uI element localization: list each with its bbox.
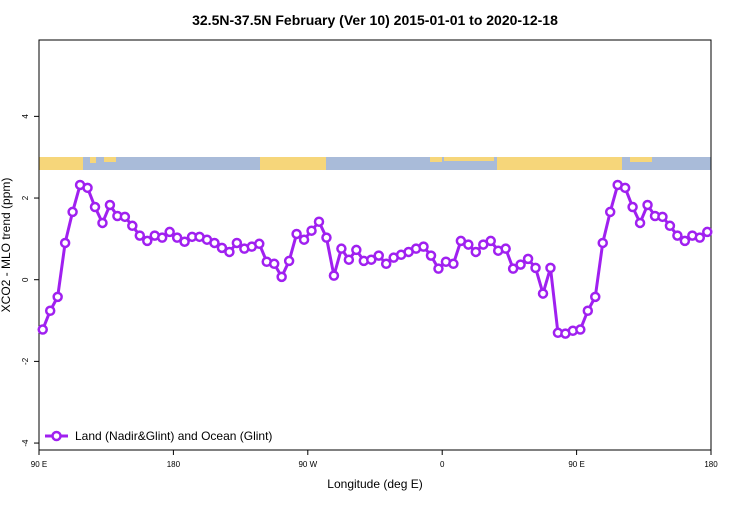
data-point	[679, 235, 691, 247]
data-point	[500, 243, 511, 254]
x-tick-label: 0	[440, 460, 445, 469]
x-tick-label: 90 E	[568, 460, 584, 469]
data-point	[545, 262, 556, 274]
data-point	[89, 201, 101, 213]
data-point	[209, 237, 220, 249]
data-point	[530, 262, 541, 274]
data-point	[171, 232, 183, 243]
data-point	[575, 324, 586, 335]
data-point	[283, 255, 295, 267]
data-point	[37, 324, 48, 335]
land	[497, 157, 622, 170]
plot-frame	[38, 39, 712, 451]
data-point	[507, 263, 519, 274]
x-tick-label: 90 E	[31, 460, 47, 469]
land	[90, 157, 96, 163]
data-point	[119, 211, 131, 223]
y-tick-label: -4	[21, 439, 30, 447]
map-strip	[39, 157, 711, 170]
data-point	[634, 217, 646, 229]
data-point	[104, 199, 116, 211]
data-point	[597, 237, 608, 249]
data-point	[321, 232, 332, 243]
y-axis-label: XCO2 - MLO trend (ppm)	[0, 178, 13, 313]
data-point	[448, 258, 459, 270]
data-point	[470, 246, 482, 258]
x-tick-label: 90 W	[298, 460, 317, 469]
data-point	[179, 236, 190, 247]
data-point	[298, 234, 310, 245]
data-point	[582, 305, 594, 316]
y-tick-label: 0	[21, 277, 30, 282]
data-point	[425, 250, 437, 261]
data-point	[254, 238, 265, 250]
x-tick-label: 180	[704, 460, 718, 469]
data-point	[164, 226, 175, 238]
y-tick-label: -2	[21, 357, 30, 365]
data-point	[515, 259, 526, 270]
data-point	[373, 250, 384, 261]
data-point	[463, 239, 474, 250]
data-point	[82, 182, 93, 194]
land	[260, 157, 326, 170]
data-point	[664, 220, 676, 232]
land	[104, 157, 116, 162]
x-tick-label: 180	[167, 460, 181, 469]
data-point	[216, 242, 228, 254]
y-tick-label: 2	[21, 195, 30, 200]
data-point	[67, 206, 78, 218]
land	[430, 157, 442, 162]
land	[444, 157, 494, 161]
data-point	[537, 288, 549, 299]
legend-marker	[51, 430, 62, 442]
legend-label: Land (Nadir&Glint) and Ocean (Glint)	[75, 429, 272, 443]
data-point	[313, 216, 325, 227]
data-point	[380, 258, 392, 270]
data-point	[142, 235, 153, 247]
data-point	[268, 258, 280, 270]
land	[39, 157, 83, 170]
data-point	[522, 253, 534, 265]
data-point	[306, 225, 317, 236]
data-point	[702, 226, 713, 238]
data-point	[336, 243, 347, 254]
data-point	[44, 305, 56, 316]
land	[630, 157, 652, 162]
data-point	[433, 263, 444, 274]
data-point	[672, 230, 683, 241]
data-point	[590, 291, 601, 303]
data-point	[485, 235, 496, 247]
data-point	[134, 230, 146, 241]
data-point	[156, 232, 168, 243]
x-axis-label: Longitude (deg E)	[327, 477, 422, 491]
chart-title: 32.5N-37.5N February (Ver 10) 2015-01-01…	[192, 12, 558, 28]
data-point	[657, 211, 668, 223]
data-point	[627, 201, 638, 213]
data-point	[343, 254, 355, 265]
data-point	[418, 241, 429, 252]
data-point	[642, 199, 653, 211]
data-point	[231, 237, 243, 249]
data-point	[224, 246, 235, 258]
data-point	[366, 254, 377, 265]
data-point	[52, 291, 63, 303]
data-point	[291, 228, 302, 240]
data-point	[351, 244, 362, 256]
y-tick-label: 4	[21, 114, 30, 119]
data-point	[127, 220, 138, 232]
data-point	[97, 217, 108, 229]
data-point	[604, 206, 616, 218]
data-point	[59, 237, 71, 249]
data-point	[694, 232, 706, 243]
data-point	[276, 271, 287, 283]
data-point	[328, 270, 340, 281]
data-point	[619, 182, 631, 194]
